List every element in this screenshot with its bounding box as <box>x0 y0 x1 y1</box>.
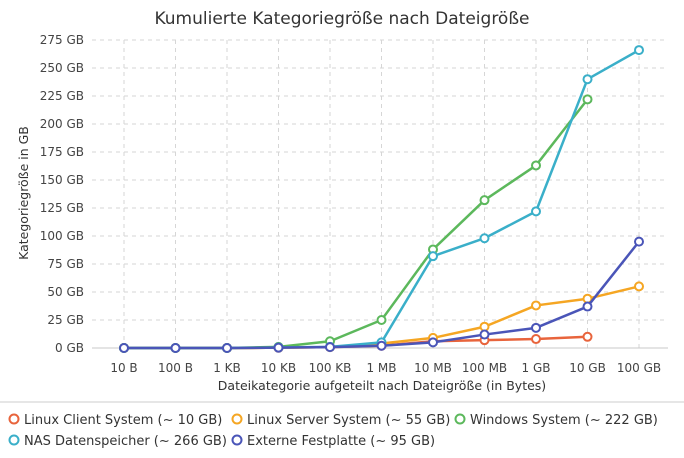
y-tick-label: 0 GB <box>55 341 84 355</box>
x-tick-label: 10 GB <box>569 361 606 375</box>
data-point[interactable] <box>479 321 490 332</box>
y-tick-label: 100 GB <box>40 229 84 243</box>
data-point[interactable] <box>428 337 438 348</box>
x-tick-label: 10 KB <box>261 361 296 375</box>
data-point[interactable] <box>531 206 541 217</box>
legend-item[interactable]: Windows System (~ 222 GB) <box>454 413 658 428</box>
y-tick-label: 150 GB <box>40 173 84 187</box>
data-point[interactable] <box>531 322 541 333</box>
data-point[interactable] <box>479 195 490 206</box>
legend-label: Externe Festplatte (~ 95 GB) <box>247 434 435 449</box>
data-point[interactable] <box>582 94 593 105</box>
data-point[interactable] <box>170 343 181 353</box>
y-tick-label: 125 GB <box>40 201 84 215</box>
data-point[interactable] <box>531 300 541 311</box>
x-tick-label: 1 MB <box>366 361 396 375</box>
legend-marker <box>8 413 20 425</box>
series <box>119 45 644 353</box>
y-tick-label: 75 GB <box>47 257 84 271</box>
y-tick-label: 200 GB <box>40 117 84 131</box>
x-tick-label: 10 MB <box>414 361 452 375</box>
data-point[interactable] <box>531 160 541 171</box>
series-line <box>124 98 589 350</box>
data-point[interactable] <box>634 236 644 247</box>
data-point[interactable] <box>325 342 335 353</box>
legend-marker <box>8 434 20 446</box>
legend-marker <box>454 413 466 425</box>
y-tick-label: 250 GB <box>40 61 84 75</box>
data-point[interactable] <box>479 233 490 244</box>
series-5 <box>119 236 644 353</box>
legend-marker <box>231 434 243 446</box>
x-tick-label: 100 B <box>158 361 193 375</box>
x-tick-label: 1 GB <box>522 361 551 375</box>
data-point[interactable] <box>634 281 644 292</box>
x-tick-label: 100 MB <box>462 361 507 375</box>
x-tick-label: 10 B <box>110 361 137 375</box>
data-point[interactable] <box>531 334 541 345</box>
data-point[interactable] <box>119 343 129 353</box>
data-point[interactable] <box>582 301 593 312</box>
legend-item[interactable]: Linux Server System (~ 55 GB) <box>231 413 451 428</box>
legend: Linux Client System (~ 10 GB) Linux Serve… <box>8 413 658 449</box>
x-tick-label: 100 GB <box>617 361 661 375</box>
x-axis-ticks: 10 B 100 B 1 KB 10 KB 100 KB 1 MB 10 MB 100 MB 1… <box>110 361 661 375</box>
y-tick-label: 225 GB <box>40 89 84 103</box>
data-point[interactable] <box>273 342 284 353</box>
y-tick-label: 275 GB <box>40 33 84 47</box>
legend-marker <box>231 413 243 425</box>
grid <box>92 39 668 348</box>
x-tick-label: 1 KB <box>213 361 241 375</box>
data-point[interactable] <box>479 329 490 340</box>
y-tick-label: 50 GB <box>47 285 84 299</box>
data-point[interactable] <box>582 74 593 85</box>
x-axis-label: Dateikategorie aufgeteilt nach Dateigröß… <box>218 378 546 393</box>
data-point[interactable] <box>376 315 387 325</box>
legend-item[interactable]: Externe Festplatte (~ 95 GB) <box>231 434 436 449</box>
legend-label: NAS Datenspeicher (~ 266 GB) <box>24 434 227 449</box>
data-point[interactable] <box>222 343 232 353</box>
chart-title: Kumulierte Kategoriegröße nach Dateigröß… <box>154 9 529 29</box>
series-3 <box>119 94 593 353</box>
y-axis-ticks: 0 GB 25 GB 50 GB 75 GB 100 GB 125 GB 150 GB 175… <box>40 33 84 355</box>
legend-label: Linux Server System (~ 55 GB) <box>247 413 450 428</box>
legend-label: Windows System (~ 222 GB) <box>470 413 658 428</box>
data-point[interactable] <box>582 331 593 342</box>
y-tick-label: 175 GB <box>40 145 84 159</box>
data-point[interactable] <box>376 340 387 351</box>
y-axis-label: Kategoriegröße in GB <box>16 126 31 260</box>
data-point[interactable] <box>428 251 438 262</box>
legend-label: Linux Client System (~ 10 GB) <box>24 413 222 428</box>
data-point[interactable] <box>634 45 644 56</box>
legend-item[interactable]: Linux Client System (~ 10 GB) <box>8 413 223 428</box>
y-tick-label: 25 GB <box>47 313 84 327</box>
legend-item[interactable]: NAS Datenspeicher (~ 266 GB) <box>8 434 227 449</box>
x-tick-label: 100 KB <box>309 361 352 375</box>
